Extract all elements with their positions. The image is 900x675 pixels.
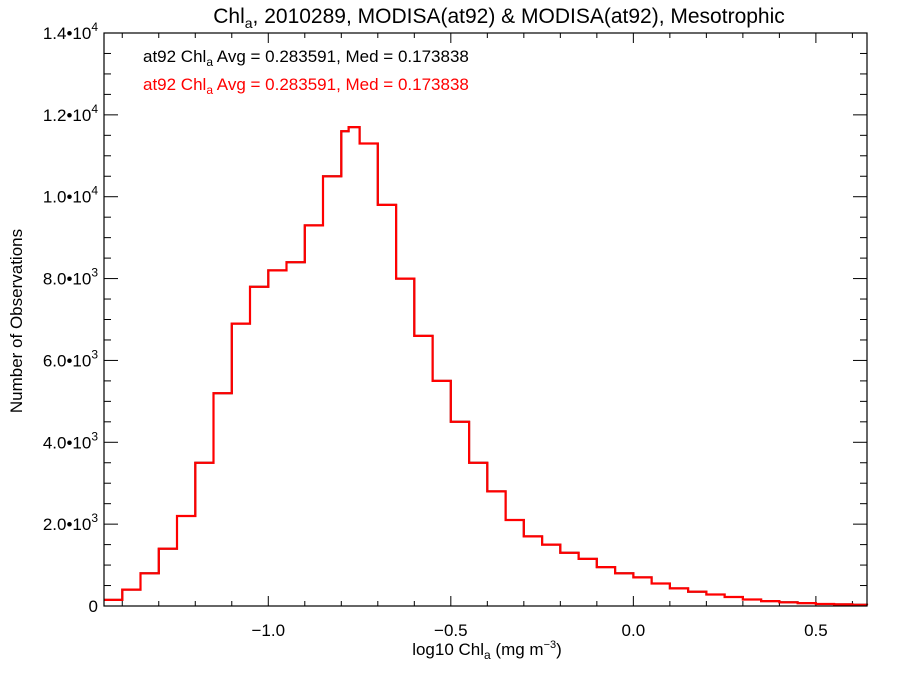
plot-frame — [103, 32, 868, 607]
y-axis-label: Number of Observations — [7, 229, 26, 413]
annotation-red-post: Avg = 0.283591, Med = 0.173838 — [213, 75, 469, 94]
histogram-series-0 — [104, 126, 868, 606]
y-tick-label-5: 1.0•104 — [43, 184, 99, 207]
x-axis-label-pre: log10 Chl — [412, 640, 484, 659]
histogram-series-1 — [104, 126, 869, 606]
y-tick-label-7: 1.4•104 — [43, 20, 99, 43]
annotation-red-pre: at92 Chl — [143, 75, 206, 94]
chart-title-post: , 2010289, MODISA(at92) & MODISA(at92), … — [253, 5, 785, 28]
y-tick-label-6: 1.2•104 — [43, 102, 99, 125]
chart-title: Chla, 2010289, MODISA(at92) & MODISA(at9… — [213, 5, 785, 31]
chart-title-sub: a — [245, 15, 253, 31]
y-tick-label-1: 2.0•103 — [43, 511, 99, 534]
annotation-black-post: Avg = 0.283591, Med = 0.173838 — [213, 47, 469, 66]
annotation-red: at92 Chla Avg = 0.283591, Med = 0.173838 — [143, 75, 469, 97]
annotation-red-sub: a — [206, 83, 213, 97]
y-tick-label-2: 4.0•103 — [43, 429, 99, 452]
x-tick-label-0: −1.0 — [252, 621, 286, 640]
x-axis-label: log10 Chla (mg m−3) — [412, 639, 562, 662]
chart-title-pre: Chl — [213, 5, 245, 28]
y-tick-label-3: 6.0•103 — [43, 347, 99, 370]
x-tick-label-2: 0.0 — [622, 621, 646, 640]
x-axis-label-sub: a — [484, 648, 491, 662]
axes: −1.0 −0.5 0.0 0.5 0 2.0•103 4.0•103 6.0•103 8.0•… — [43, 20, 867, 640]
annotation-black-sub: a — [206, 55, 213, 69]
x-axis-label-mid: (mg m — [491, 640, 544, 659]
x-axis-label-sup: −3 — [544, 639, 557, 651]
annotation-black-pre: at92 Chl — [143, 47, 206, 66]
x-tick-label-3: 0.5 — [804, 621, 828, 640]
series-layer — [104, 126, 869, 606]
x-tick-label-1: −0.5 — [434, 621, 468, 640]
y-tick-label-0: 0 — [89, 597, 98, 616]
x-axis-label-post: ) — [556, 640, 562, 659]
annotation-black: at92 Chla Avg = 0.283591, Med = 0.173838 — [143, 47, 469, 69]
y-tick-label-4: 8.0•103 — [43, 266, 99, 289]
